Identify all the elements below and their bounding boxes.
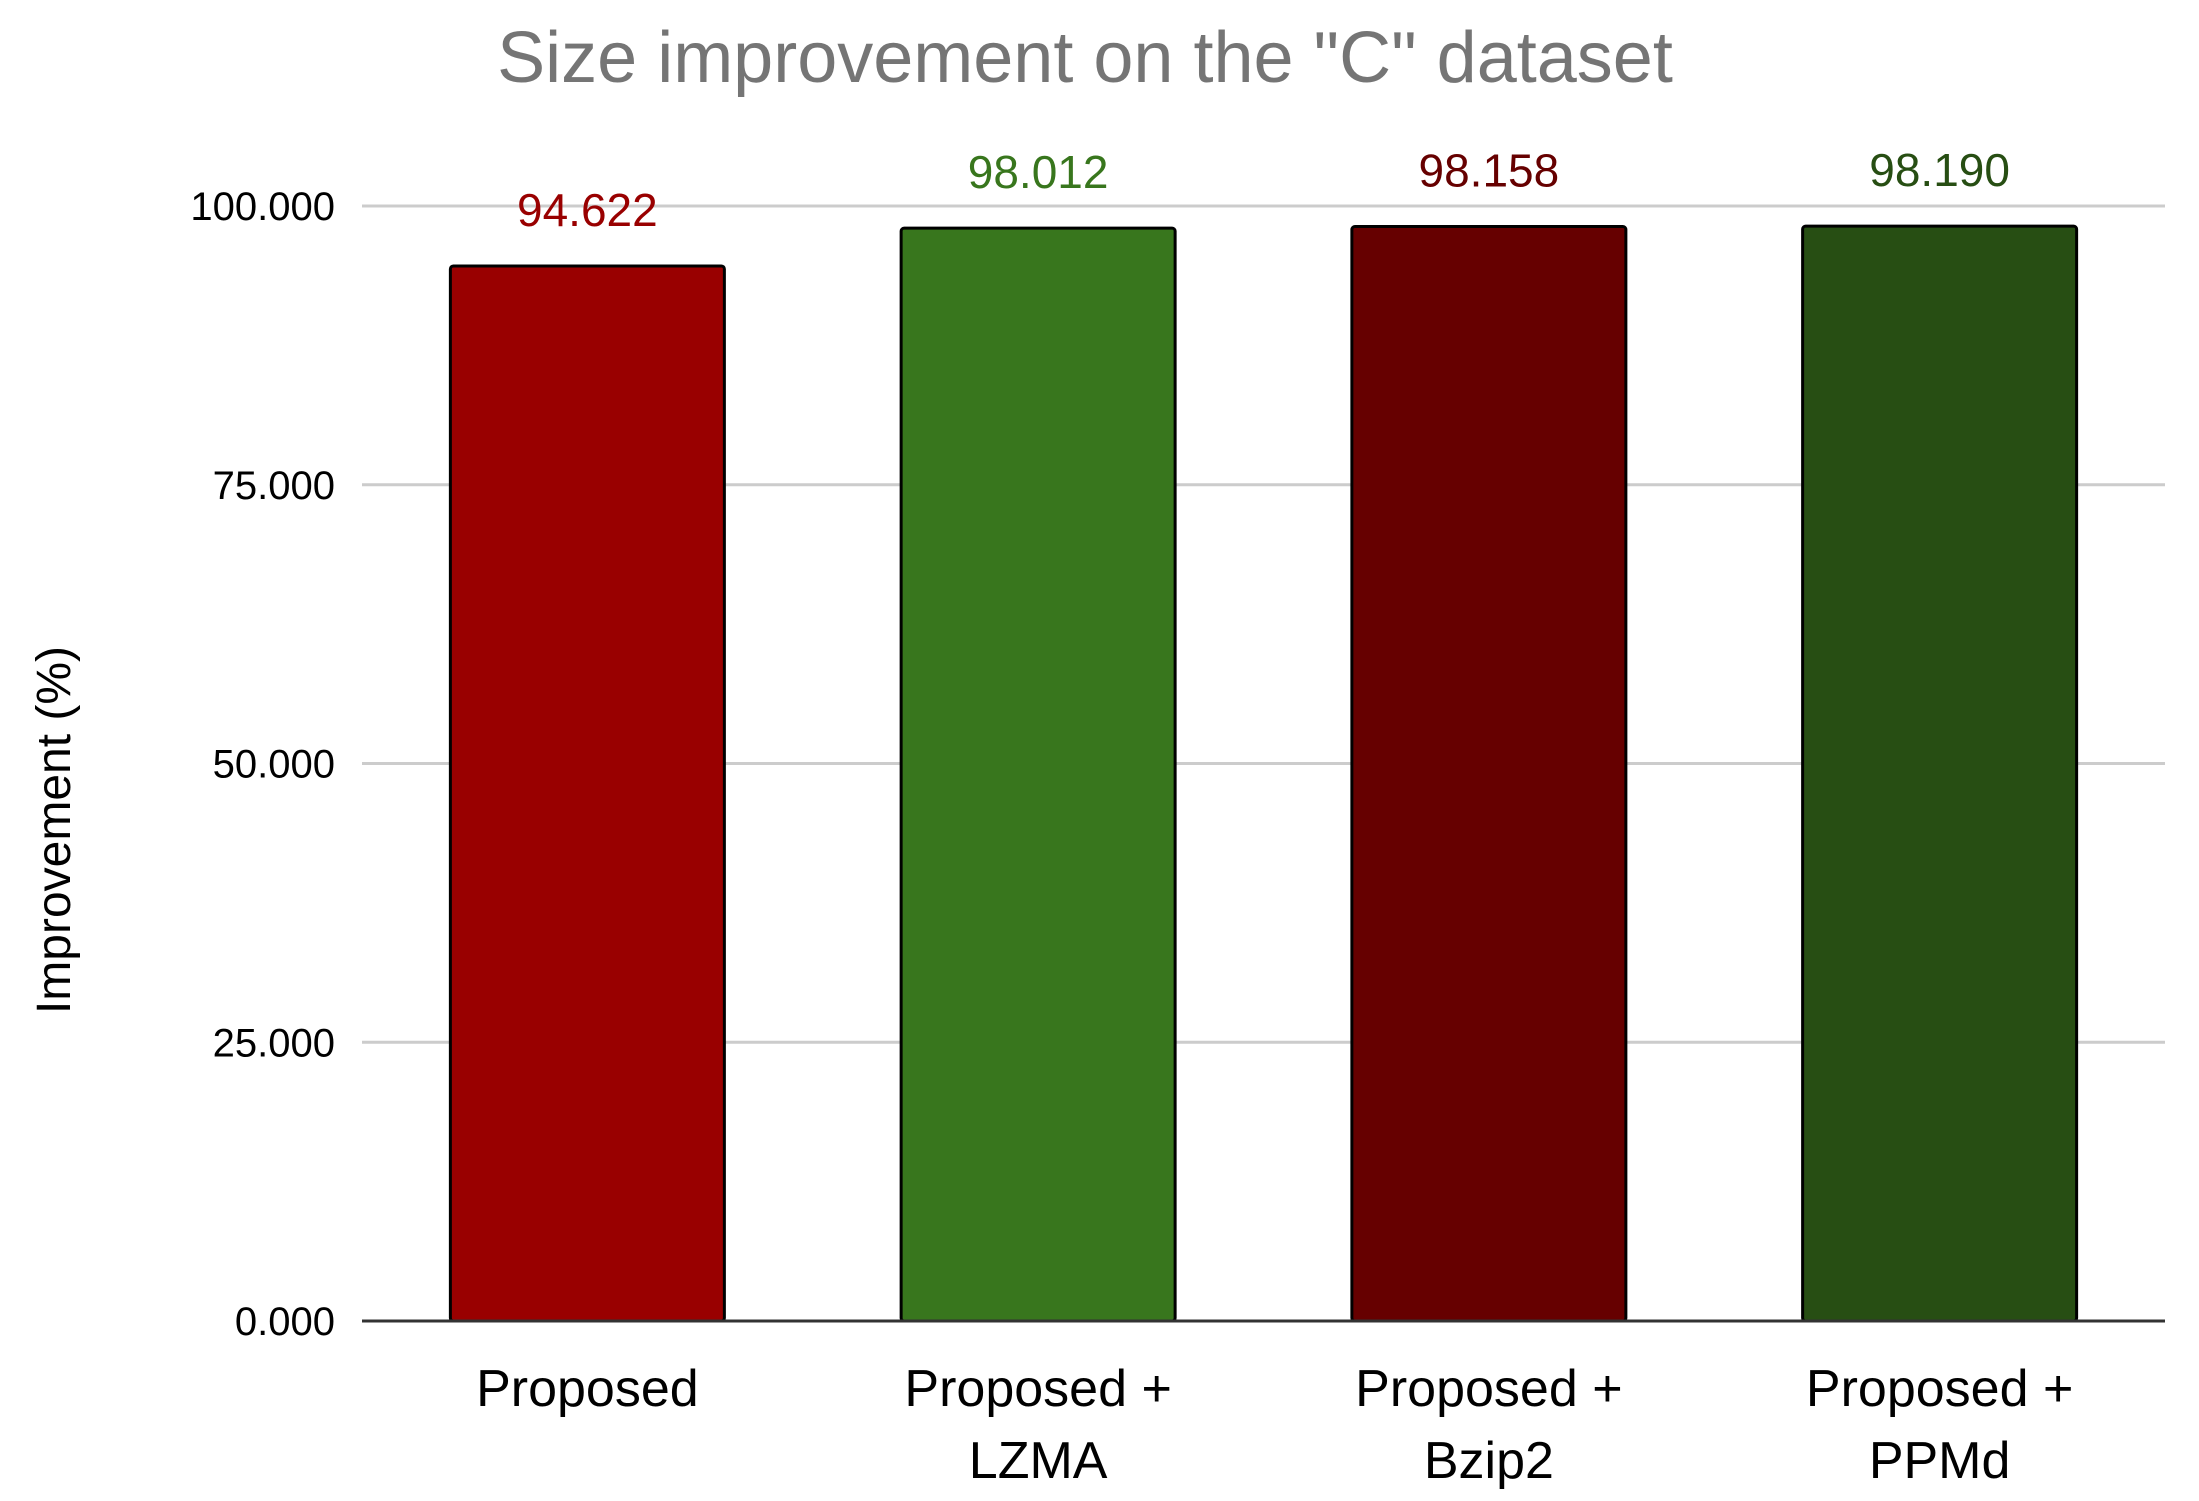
y-tick-label: 25.000 (213, 1021, 335, 1065)
bar (1350, 225, 1628, 1323)
data-label: 98.190 (1869, 144, 2010, 196)
bar (448, 264, 726, 1323)
data-label: 94.622 (517, 184, 658, 236)
x-category-label: Proposed + (1355, 1360, 1622, 1418)
y-axis-label: Improvement (%) (28, 646, 81, 1014)
bars (448, 224, 2079, 1323)
data-label: 98.158 (1419, 145, 1560, 197)
x-category-label: LZMA (969, 1432, 1108, 1490)
x-category-label: Proposed (476, 1360, 699, 1418)
bar (899, 226, 1177, 1323)
data-labels: 94.622 98.012 98.158 98.190 (517, 144, 2010, 236)
y-tick-label: 50.000 (213, 743, 335, 787)
x-axis-categories: Proposed Proposed + LZMA Proposed + Bzip2 Pro… (476, 1360, 2073, 1490)
x-category-label: Proposed + (904, 1360, 1171, 1418)
bar (1801, 224, 2079, 1323)
x-category-label: PPMd (1869, 1432, 2011, 1490)
y-tick-label: 0.000 (235, 1300, 335, 1344)
y-tick-label: 75.000 (213, 464, 335, 508)
y-axis-ticks: 0.000 25.000 50.000 75.000 100.000 (190, 185, 335, 1344)
x-category-label: Proposed + (1806, 1360, 2073, 1418)
data-label: 98.012 (968, 146, 1109, 198)
x-category-label: Bzip2 (1424, 1432, 1554, 1490)
chart-title: Size improvement on the "C" dataset (497, 18, 1673, 98)
y-tick-label: 100.000 (190, 185, 335, 229)
